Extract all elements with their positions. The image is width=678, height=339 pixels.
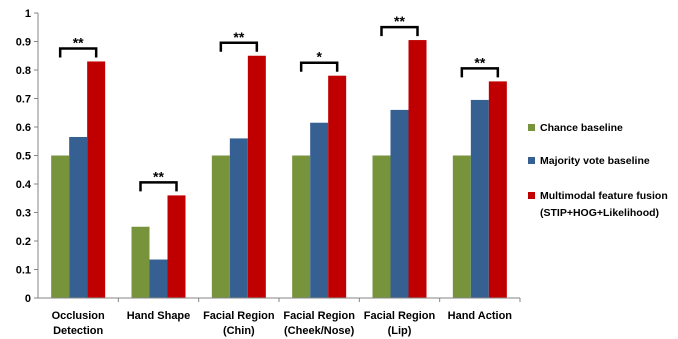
x-category-label: Facial Region	[203, 310, 275, 322]
bar-1-2	[131, 226, 150, 298]
y-tick-label: 0.1	[16, 265, 31, 277]
y-tick-label: 1	[25, 8, 31, 20]
x-category-label: Facial Region	[364, 310, 436, 322]
significance-label: *	[316, 49, 322, 65]
x-category-label: Detection	[53, 325, 103, 337]
y-tick-label: 0.5	[16, 151, 31, 163]
y-tick-label: 0.7	[16, 94, 31, 106]
y-tick-label: 0	[25, 293, 31, 305]
bar-3-6	[488, 81, 507, 299]
y-tick-label: 0.8	[16, 65, 31, 77]
significance-bracket	[219, 41, 259, 52]
x-category-label: Hand Action	[448, 310, 513, 322]
significance-label: **	[233, 29, 244, 45]
x-category-label: (Lip)	[388, 325, 412, 337]
bar-1-5	[372, 155, 391, 298]
bar-2-3	[229, 138, 248, 298]
legend-label: Chance baseline	[540, 122, 623, 134]
bar-3-4	[328, 75, 347, 298]
y-axis: 0 0.1 0.2 0.3 0.4 0.5 0.6 0.7 0.8 0.9 1	[16, 8, 39, 305]
legend-swatch	[528, 192, 535, 199]
bar-3-5	[408, 40, 427, 298]
y-tick-label: 0.4	[16, 179, 32, 191]
bar-2-4	[310, 122, 329, 298]
y-tick-label: 0.3	[16, 208, 31, 220]
x-category-label: Hand Shape	[127, 310, 191, 322]
bar-1-3	[211, 155, 230, 298]
legend-swatch	[528, 157, 535, 164]
significance-bracket	[460, 67, 500, 78]
bar-3-1	[87, 61, 106, 299]
bar-2-1	[69, 136, 88, 298]
bar-3-2	[167, 195, 186, 298]
y-tick-label: 0.2	[16, 236, 31, 248]
x-category-label: Occlusion	[52, 310, 105, 322]
x-category-label: (Chin)	[223, 325, 255, 337]
legend-label: (STIP+HOG+Likelihood)	[540, 207, 659, 219]
bar-2-2	[149, 259, 168, 298]
x-category-label: (Cheek/Nose)	[284, 325, 355, 337]
bar-1-4	[292, 155, 311, 298]
legend-label: Multimodal feature fusion	[540, 190, 668, 202]
x-axis: Occlusion Detection Hand Shape Facial Regio…	[38, 297, 521, 337]
bar-2-6	[470, 99, 489, 298]
significance-bracket	[299, 61, 339, 72]
bar-1-1	[51, 155, 70, 298]
significance-label: **	[474, 54, 485, 70]
legend-swatch	[528, 124, 535, 131]
significance-label: **	[73, 34, 84, 50]
significance-bracket	[139, 181, 178, 192]
bars	[51, 40, 507, 299]
bar-2-5	[390, 109, 409, 299]
y-tick-label: 0.9	[16, 37, 31, 49]
significance-brackets: ***********	[58, 13, 500, 192]
y-tick-label: 0.6	[16, 122, 31, 134]
bar-3-3	[247, 55, 266, 298]
x-category-label: Facial Region	[283, 310, 355, 322]
significance-label: **	[153, 168, 164, 184]
significance-label: **	[394, 13, 405, 29]
significance-bracket	[380, 25, 419, 37]
bar-1-6	[452, 155, 471, 298]
significance-bracket	[58, 47, 98, 58]
legend-label: Majority vote baseline	[540, 155, 650, 167]
legend: Chance baseline Majority vote baseline Mul…	[528, 122, 668, 219]
